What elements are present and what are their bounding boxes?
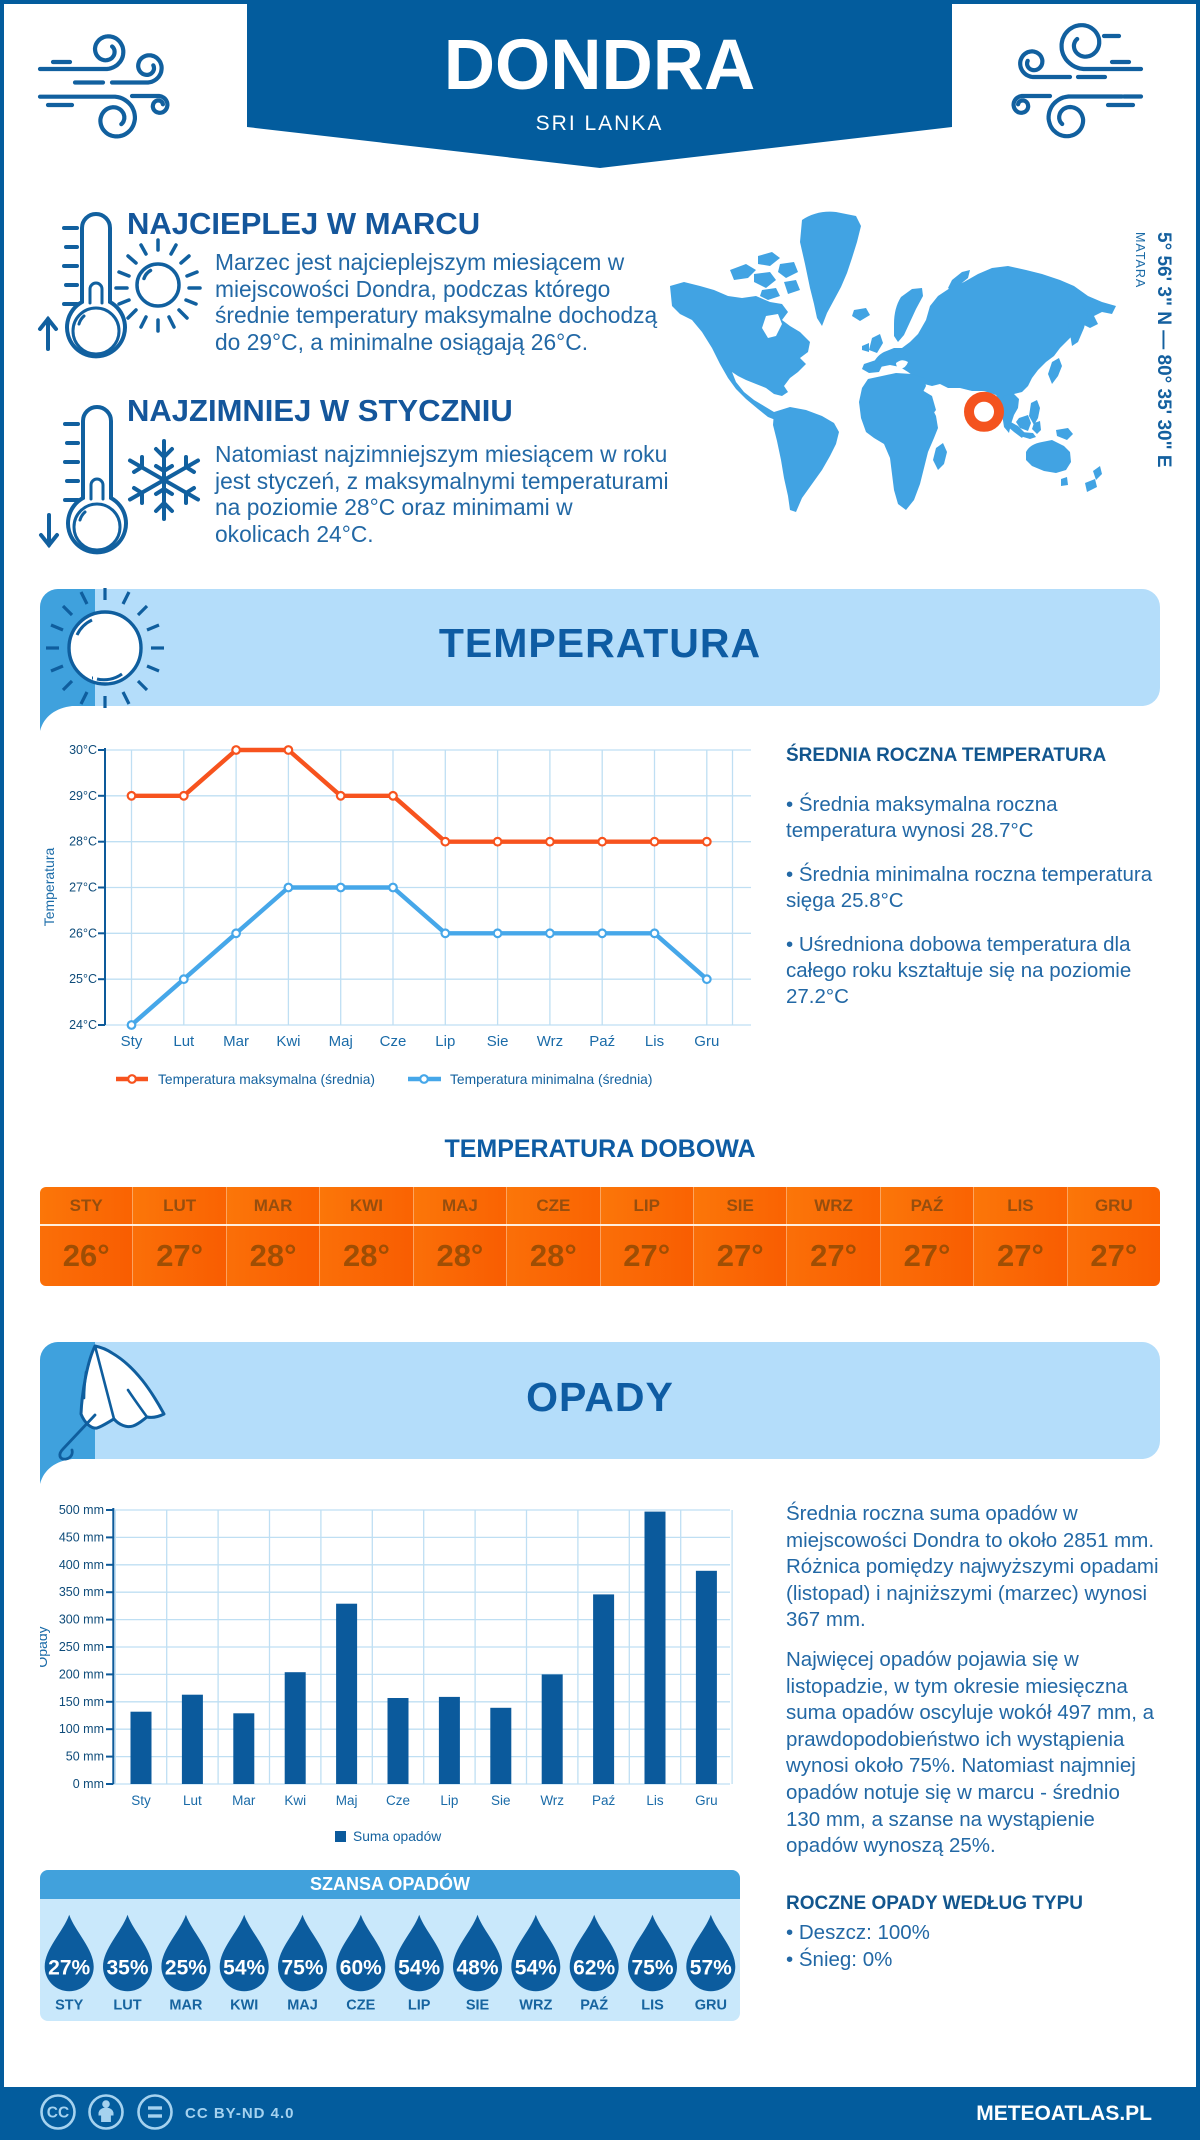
svg-text:300 mm: 300 mm	[59, 1613, 104, 1627]
svg-text:150 mm: 150 mm	[59, 1695, 104, 1709]
svg-text:Temperatura minimalna (średnia: Temperatura minimalna (średnia)	[450, 1072, 652, 1087]
svg-text:STY: STY	[55, 1997, 84, 2013]
svg-text:PAŹ: PAŹ	[580, 1996, 608, 2013]
svg-text:54%: 54%	[223, 1956, 265, 1979]
svg-text:27%: 27%	[48, 1956, 90, 1979]
svg-text:75%: 75%	[631, 1956, 673, 1979]
svg-text:350 mm: 350 mm	[59, 1585, 104, 1599]
svg-text:26°C: 26°C	[69, 926, 97, 940]
svg-text:100 mm: 100 mm	[59, 1722, 104, 1736]
svg-text:0 mm: 0 mm	[73, 1777, 104, 1791]
svg-text:60%: 60%	[340, 1956, 382, 1979]
svg-text:Mar: Mar	[232, 1793, 256, 1808]
svg-text:Gru: Gru	[695, 1793, 718, 1808]
svg-text:Maj: Maj	[329, 1033, 353, 1050]
svg-text:Lut: Lut	[173, 1033, 195, 1050]
svg-text:Temperatura: Temperatura	[41, 847, 57, 926]
svg-text:200 mm: 200 mm	[59, 1667, 104, 1681]
svg-text:LIP: LIP	[408, 1997, 431, 2013]
svg-text:25%: 25%	[165, 1956, 207, 1979]
svg-text:Cze: Cze	[380, 1033, 407, 1050]
svg-text:SIE: SIE	[466, 1997, 490, 2013]
svg-text:Lip: Lip	[440, 1793, 458, 1808]
svg-text:24°C: 24°C	[69, 1018, 97, 1032]
svg-text:29°C: 29°C	[69, 789, 97, 803]
svg-text:CC: CC	[47, 2105, 69, 2122]
svg-text:CC BY-ND 4.0: CC BY-ND 4.0	[185, 2105, 295, 2122]
svg-text:Gru: Gru	[694, 1033, 719, 1050]
svg-text:GRU: GRU	[695, 1997, 727, 2013]
svg-text:75%: 75%	[281, 1956, 323, 1979]
svg-text:Lut: Lut	[183, 1793, 202, 1808]
svg-text:Opady: Opady	[40, 1626, 50, 1667]
svg-text:Wrz: Wrz	[540, 1793, 564, 1808]
svg-text:Temperatura maksymalna (średni: Temperatura maksymalna (średnia)	[158, 1072, 375, 1087]
svg-text:Lis: Lis	[646, 1793, 664, 1808]
svg-text:54%: 54%	[398, 1956, 440, 1979]
svg-text:Mar: Mar	[223, 1033, 249, 1050]
svg-text:Kwi: Kwi	[276, 1033, 300, 1050]
svg-text:KWI: KWI	[230, 1997, 258, 2013]
svg-text:30°C: 30°C	[69, 743, 97, 757]
svg-text:28°C: 28°C	[69, 835, 97, 849]
svg-text:Paź: Paź	[589, 1033, 615, 1050]
svg-text:54%: 54%	[515, 1956, 557, 1979]
svg-text:Maj: Maj	[336, 1793, 358, 1808]
svg-text:Suma opadów: Suma opadów	[353, 1829, 441, 1844]
svg-text:Sty: Sty	[131, 1793, 151, 1808]
svg-text:Sty: Sty	[121, 1033, 143, 1050]
svg-text:Kwi: Kwi	[284, 1793, 306, 1808]
svg-text:250 mm: 250 mm	[59, 1640, 104, 1654]
svg-text:500 mm: 500 mm	[59, 1503, 104, 1517]
svg-text:MAJ: MAJ	[287, 1997, 318, 2013]
svg-text:57%: 57%	[690, 1956, 732, 1979]
svg-text:LUT: LUT	[113, 1997, 141, 2013]
svg-text:Sie: Sie	[491, 1793, 511, 1808]
svg-text:Paź: Paź	[592, 1793, 616, 1808]
svg-text:MAR: MAR	[169, 1997, 203, 2013]
svg-text:CZE: CZE	[346, 1997, 375, 2013]
svg-text:450 mm: 450 mm	[59, 1530, 104, 1544]
svg-text:METEOATLAS.PL: METEOATLAS.PL	[976, 2102, 1152, 2125]
svg-text:25°C: 25°C	[69, 972, 97, 986]
svg-text:27°C: 27°C	[69, 881, 97, 895]
svg-text:48%: 48%	[456, 1956, 498, 1979]
svg-text:Cze: Cze	[386, 1793, 410, 1808]
svg-text:LIS: LIS	[641, 1997, 664, 2013]
svg-text:Sie: Sie	[487, 1033, 509, 1050]
svg-text:400 mm: 400 mm	[59, 1558, 104, 1572]
svg-text:62%: 62%	[573, 1956, 615, 1979]
svg-text:50 mm: 50 mm	[66, 1750, 104, 1764]
svg-text:35%: 35%	[106, 1956, 148, 1979]
svg-text:Lis: Lis	[645, 1033, 664, 1050]
svg-text:Lip: Lip	[435, 1033, 455, 1050]
svg-text:WRZ: WRZ	[519, 1997, 552, 2013]
svg-text:Wrz: Wrz	[537, 1033, 563, 1050]
